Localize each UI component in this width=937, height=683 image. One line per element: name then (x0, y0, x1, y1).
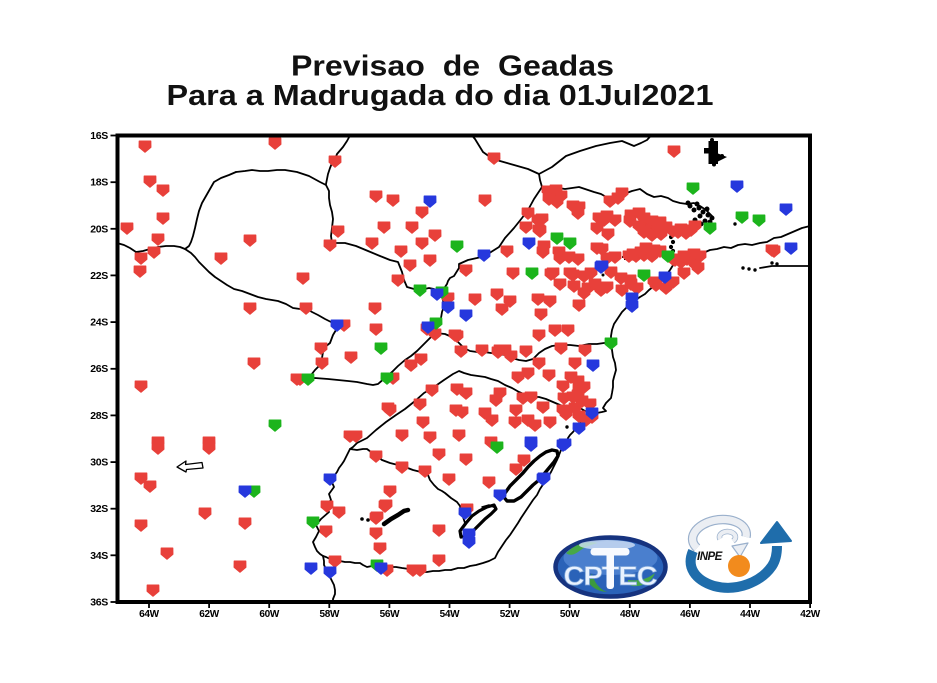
svg-text:30S: 30S (90, 457, 108, 469)
svg-text:26S: 26S (90, 363, 108, 375)
svg-text:Para a Madrugada do dia 01Jul2: Para a Madrugada do dia 01Jul2021 (167, 80, 714, 112)
svg-text:64W: 64W (139, 609, 160, 620)
svg-text:62W: 62W (199, 609, 220, 620)
svg-text:28S: 28S (90, 410, 108, 422)
svg-text:22S: 22S (90, 270, 108, 282)
svg-text:52W: 52W (500, 609, 521, 620)
svg-text:46W: 46W (680, 609, 701, 620)
svg-text:18S: 18S (90, 177, 108, 189)
svg-text:60W: 60W (259, 609, 280, 620)
svg-text:Previsao de Geadas: Previsao de Geadas (291, 51, 614, 83)
svg-text:20S: 20S (90, 223, 108, 235)
svg-text:36S: 36S (90, 597, 108, 609)
svg-text:32S: 32S (90, 503, 108, 515)
svg-text:INPE: INPE (697, 551, 723, 563)
svg-text:56W: 56W (380, 609, 401, 620)
svg-text:42W: 42W (800, 609, 821, 620)
svg-text:16S: 16S (90, 130, 108, 142)
svg-text:34S: 34S (90, 550, 108, 562)
svg-text:24S: 24S (90, 317, 108, 329)
svg-text:54W: 54W (440, 609, 461, 620)
svg-text:48W: 48W (620, 609, 641, 620)
svg-text:58W: 58W (319, 609, 340, 620)
svg-text:44W: 44W (740, 609, 761, 620)
svg-text:50W: 50W (560, 609, 581, 620)
